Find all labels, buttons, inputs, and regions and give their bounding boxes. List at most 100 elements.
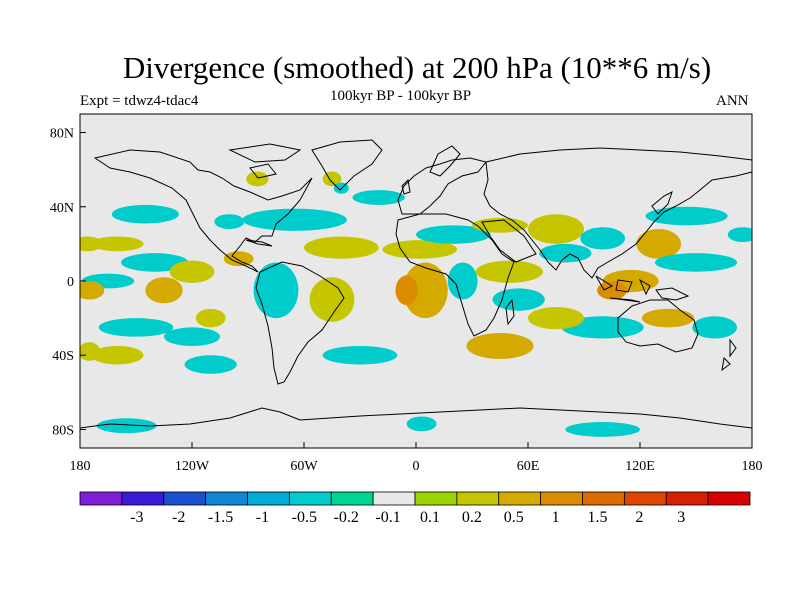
x-tick-label-3: 0 (413, 459, 420, 474)
colorbar-label-5: -0.2 (334, 509, 359, 526)
colorbar-label-2: -1.5 (208, 509, 233, 526)
field-patch-43 (80, 342, 101, 361)
field-patch-7 (352, 190, 405, 205)
colorbar-box-0 (79, 491, 123, 506)
x-tick-label-4: 60E (517, 459, 540, 474)
colorbar-label-6: -0.1 (375, 509, 400, 526)
coastline-caribbean (245, 239, 273, 247)
colorbar-label-7: 0.1 (420, 509, 440, 526)
colorbar: -3 -2 -1.5 -1 -0.5 -0.2 -0.1 0.1 0.2 0.5 1 1.5 2 3 (79, 491, 751, 526)
field-patch-40 (692, 316, 738, 339)
colorbar-label-9: 0.5 (504, 509, 524, 526)
divergence-contour-fill (80, 171, 752, 437)
colorbar-box-14 (665, 491, 709, 506)
field-patch-41 (528, 306, 584, 330)
field-patch-29 (416, 225, 491, 244)
colorbar-box-11 (540, 491, 583, 506)
field-patch-31 (528, 214, 584, 244)
field-patch-18 (253, 262, 299, 319)
field-patch-13 (98, 318, 174, 337)
coastline-indonesia (595, 275, 651, 303)
plot-title: Divergence (smoothed) at 200 hPa (10**6 … (122, 50, 712, 85)
x-tick-label-1: 120W (175, 459, 210, 474)
colorbar-box-5 (288, 491, 332, 506)
field-patch-28 (492, 288, 545, 311)
field-patch-27 (466, 332, 534, 359)
colorbar-box-15 (707, 491, 751, 506)
colorbar-label-3: -1 (256, 509, 269, 526)
colorbar-label-1: -2 (172, 509, 185, 526)
field-patch-0 (727, 227, 752, 243)
field-patch-8 (304, 236, 379, 259)
field-patch-22 (184, 355, 237, 374)
colorbar-label-0: -3 (130, 509, 143, 526)
field-patch-23 (402, 262, 448, 319)
field-patch-46 (565, 422, 641, 437)
colorbar-box-7 (372, 491, 416, 506)
coastline-antarctica (80, 407, 752, 429)
colorbar-box-10 (498, 491, 542, 506)
x-tick-label-5: 120E (625, 459, 655, 474)
coastline-asia (483, 147, 752, 279)
colorbar-box-9 (456, 491, 500, 506)
field-patch-5 (214, 214, 245, 230)
experiment-label: Expt = tdwz4-tdac4 (80, 93, 199, 109)
colorbar-label-10: 1 (552, 509, 560, 526)
coastline-north-america (93, 149, 313, 273)
field-patch-16 (195, 308, 226, 328)
field-patch-47 (246, 171, 269, 187)
field-patch-20 (322, 345, 398, 365)
field-patch-37 (645, 206, 728, 226)
field-patch-36 (654, 253, 738, 272)
y-tick-label-4: 80S (52, 423, 74, 438)
coastline-uk (401, 178, 411, 195)
field-patch-19 (309, 277, 355, 322)
field-patch-35 (636, 229, 682, 259)
coastline-africa (395, 213, 515, 337)
field-patch-39 (641, 308, 695, 328)
field-patch-6 (242, 208, 347, 231)
colorbar-label-8: 0.2 (462, 509, 482, 526)
field-patch-4 (121, 253, 189, 272)
y-tick-label-3: 40S (52, 349, 74, 364)
field-patch-15 (145, 277, 183, 304)
field-patch-11 (169, 260, 215, 283)
coastline-japan (651, 191, 673, 215)
field-patch-17 (223, 251, 254, 267)
x-tick-label-6: 180 (742, 459, 763, 474)
coastline-scandinavia (429, 145, 461, 177)
map-axes: 180 120W 60W 0 60E 120E 180 80N 40N 0 40S 80S (50, 127, 763, 474)
colorbar-label-4: -0.5 (292, 509, 317, 526)
coastlines (80, 139, 752, 429)
coastline-new-guinea (655, 287, 690, 301)
season-label: ANN (716, 93, 749, 109)
field-patch-26 (475, 260, 543, 283)
coastline-australia (617, 299, 699, 353)
colorbar-box-1 (121, 491, 165, 506)
coastline-arabia (481, 219, 537, 263)
x-tick-label-2: 60W (290, 459, 318, 474)
field-patch-12 (80, 281, 105, 300)
colorbar-label-12: 2 (635, 509, 643, 526)
field-patch-9 (382, 240, 458, 259)
field-patch-44 (96, 418, 157, 434)
colorbar-box-2 (163, 491, 207, 506)
field-patch-14 (164, 327, 220, 346)
y-tick-label-1: 40N (50, 201, 74, 216)
field-patch-24 (395, 275, 418, 306)
colorbar-box-4 (247, 491, 290, 506)
field-patch-45 (406, 416, 437, 432)
x-tick-label-0: 180 (70, 459, 91, 474)
coastline-europe (397, 157, 487, 215)
field-patch-25 (447, 262, 478, 300)
period-label: 100kyr BP - 100kyr BP (330, 88, 472, 104)
y-tick-label-2: 0 (67, 275, 74, 290)
coastline-south-america (255, 261, 345, 385)
y-tick-label-0: 80N (50, 127, 74, 142)
coastline-greenland (311, 139, 383, 191)
colorbar-label-13: 3 (677, 509, 685, 526)
field-patch-3 (111, 204, 179, 224)
colorbar-label-11: 1.5 (587, 509, 607, 526)
coastline-arctic-islands (228, 143, 302, 179)
